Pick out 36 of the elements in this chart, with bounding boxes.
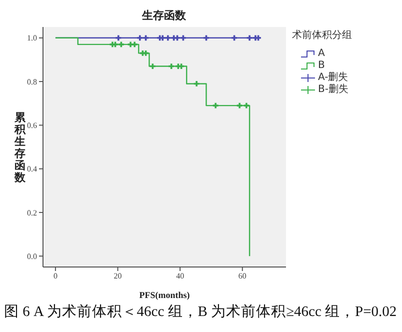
point [137,35,143,41]
y-tick-label: 1.0 [27,34,37,43]
y-tick-label: 0.4 [27,164,37,174]
x-tick-label: 60 [238,272,246,281]
point [165,35,171,41]
point [112,42,118,48]
y-axis-title: 累积生存函数 [14,111,26,184]
x-tick-label: 0 [53,272,58,281]
chart-title: 生存函数 [141,9,187,22]
point [180,35,186,41]
point [232,35,237,41]
point [256,35,261,41]
legend-label: A [318,48,325,60]
legend-label: B [318,60,325,72]
point [212,102,218,108]
point [116,35,122,41]
y-tick-label: 0.6 [27,121,37,130]
y-tick-label: 0.8 [27,77,37,86]
legend-title: 术前体积分组 [292,30,353,42]
x-axis-title: PFS(months) [139,290,190,300]
point [204,35,209,41]
point [174,35,180,41]
y-tick-label: 0.0 [27,252,37,261]
point [236,102,242,108]
point [132,42,138,48]
point [118,42,124,48]
legend-label: A-删失 [318,72,348,84]
point [194,81,200,86]
point [246,35,252,41]
x-tick-label: 40 [176,272,184,281]
point [244,102,250,108]
x-tick-label: 20 [114,272,122,281]
point [143,35,148,41]
legend-label: B-删失 [318,84,348,96]
y-tick-label: 0.2 [27,208,37,218]
caption: 图 6 A 为术前体积＜46cc 组，B 为术前体积≥46cc 组，P=0.02 [4,304,397,320]
